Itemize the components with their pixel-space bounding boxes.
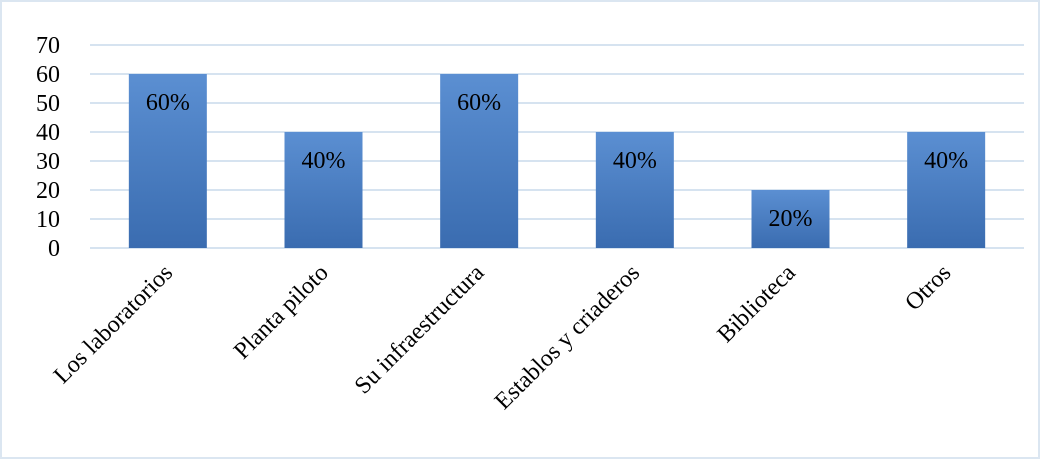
bar (595, 132, 674, 248)
data-label: 40% (302, 148, 346, 174)
bars (128, 74, 986, 248)
bar (128, 74, 207, 248)
data-label: 60% (146, 90, 190, 116)
x-category-label: Biblioteca (713, 260, 801, 348)
bar (440, 74, 519, 248)
y-tick-label: 30 (36, 149, 60, 175)
data-labels: 60% 40% 60% 40% 20% 40% (146, 90, 968, 232)
data-label: 40% (613, 148, 657, 174)
y-axis: 0 10 20 30 40 50 60 70 (36, 33, 60, 262)
x-category-label: Planta piloto (229, 260, 334, 365)
y-tick-label: 20 (36, 178, 60, 204)
gridlines (90, 44, 1024, 249)
x-category-label: Otros (900, 260, 956, 316)
y-tick-label: 40 (36, 120, 60, 146)
data-label: 60% (457, 90, 501, 116)
bar (907, 132, 986, 248)
y-tick-label: 60 (36, 62, 60, 88)
bar (284, 132, 363, 248)
y-tick-label: 0 (48, 236, 60, 262)
x-category-label: Establos y criaderos (490, 260, 645, 415)
x-axis: Los laboratorios Planta piloto Su infraest… (49, 260, 956, 415)
x-category-label: Su infraestructura (350, 260, 490, 400)
x-category-label: Los laboratorios (49, 260, 178, 389)
y-tick-label: 50 (36, 91, 60, 117)
bar (751, 190, 830, 248)
data-label: 40% (924, 148, 968, 174)
data-label: 20% (769, 206, 813, 232)
y-tick-label: 10 (36, 207, 60, 233)
y-tick-label: 70 (36, 33, 60, 59)
